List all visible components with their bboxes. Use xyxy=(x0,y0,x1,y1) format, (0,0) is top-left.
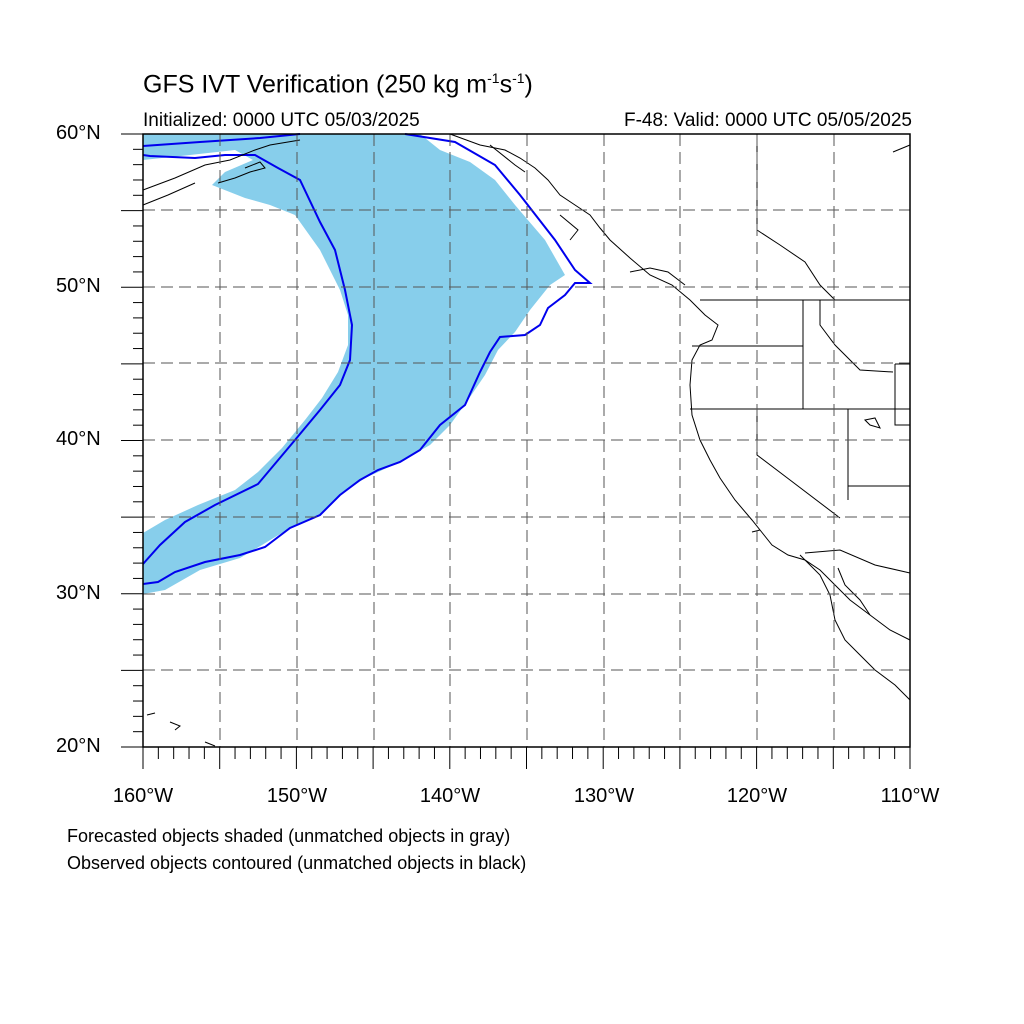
chart-title: GFS IVT Verification (250 kg m-1s-1) xyxy=(143,70,533,99)
lat-label-40: 40°N xyxy=(56,428,101,450)
axis-ticks xyxy=(121,133,911,769)
political-borders xyxy=(690,134,911,574)
lon-label-160w: 160°W xyxy=(112,785,174,807)
lat-label-60: 60°N xyxy=(56,122,101,144)
lat-label-20: 20°N xyxy=(56,735,101,757)
lon-label-110w: 110°W xyxy=(880,785,940,807)
coastlines xyxy=(142,133,911,747)
observed-contour xyxy=(142,133,593,585)
lat-label-30: 30°N xyxy=(56,582,101,604)
lon-label-150w: 150°W xyxy=(266,785,328,807)
gridlines xyxy=(143,134,910,747)
initialized-time: Initialized: 0000 UTC 05/03/2025 xyxy=(143,110,420,131)
lat-label-50: 50°N xyxy=(56,275,101,297)
valid-time: F-48: Valid: 0000 UTC 05/05/2025 xyxy=(624,110,912,131)
lon-label-120w: 120°W xyxy=(726,785,788,807)
lon-label-140w: 140°W xyxy=(419,785,481,807)
forecast-note: Forecasted objects shaded (unmatched obj… xyxy=(67,826,511,846)
observed-note: Observed objects contoured (unmatched ob… xyxy=(67,853,527,873)
forecast-object xyxy=(143,134,565,594)
lon-label-130w: 130°W xyxy=(573,785,635,807)
